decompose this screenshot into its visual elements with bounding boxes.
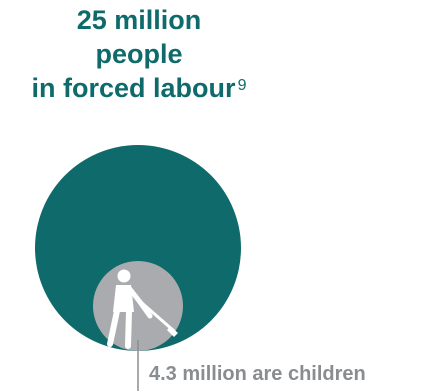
headline: 25 million people in forced labour 9 xyxy=(0,3,278,105)
total-circle xyxy=(35,145,241,351)
headline-line-3: in forced labour 9 xyxy=(0,71,278,105)
headline-line-3-text: in forced labour xyxy=(31,73,236,103)
headline-line-2: people xyxy=(95,39,183,69)
children-caption: 4.3 million are children xyxy=(149,363,366,385)
footnote-marker: 9 xyxy=(237,77,247,94)
children-circle xyxy=(93,261,183,351)
headline-line-1: 25 million xyxy=(76,5,202,35)
child-worker-icon xyxy=(107,269,178,349)
